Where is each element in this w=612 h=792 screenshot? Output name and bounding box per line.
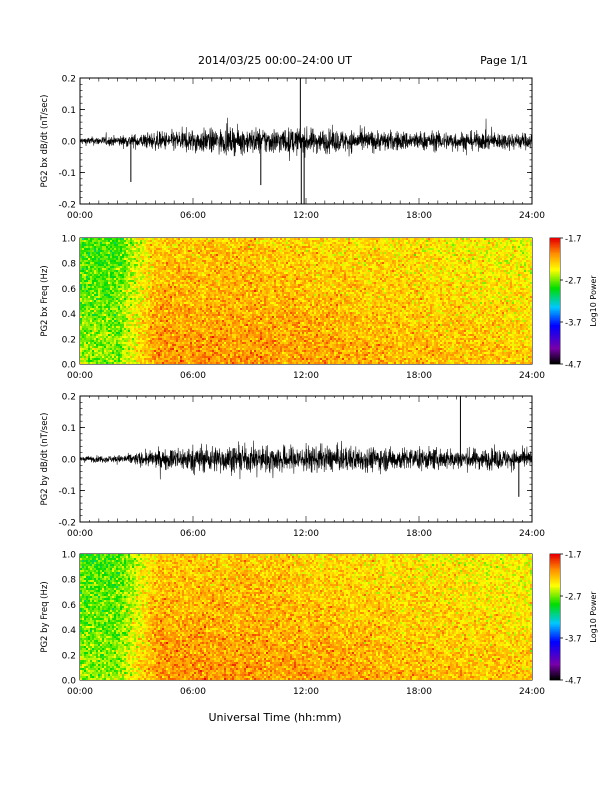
y-tick-label: 0.2: [62, 335, 76, 345]
y-tick-label: 0.6: [62, 601, 77, 611]
y-tick-label: 0.6: [62, 285, 77, 295]
x-tick-label: 18:00: [406, 211, 432, 221]
x-tick-label: 18:00: [406, 371, 432, 381]
y-tick-label: 0.0: [62, 456, 77, 466]
y-tick-label: 0.1: [62, 106, 76, 116]
x-tick-label: 00:00: [67, 371, 93, 381]
colorbar-tick-label: -2.7: [565, 593, 582, 603]
y-tick-label: 0.4: [62, 626, 77, 636]
colorbar: [550, 554, 560, 680]
page-indicator: Page 1/1: [480, 54, 528, 67]
y-tick-label: 0.0: [62, 138, 77, 148]
y-tick-label: 1.0: [62, 235, 77, 245]
y-tick-label: -0.2: [58, 519, 76, 529]
x-tick-label: 18:00: [406, 529, 432, 539]
colorbar-tick-label: -3.7: [565, 635, 582, 645]
y-axis-label: PG2 by dB/dt (nT/sec): [40, 413, 50, 506]
colorbar-tick-label: -1.7: [565, 551, 582, 561]
colorbar-label: Log10 Power: [589, 591, 598, 643]
colorbar: [550, 238, 560, 364]
x-tick-label: 00:00: [67, 529, 93, 539]
x-tick-label: 06:00: [180, 371, 206, 381]
y-tick-label: 0.2: [62, 393, 76, 403]
y-tick-label: 1.0: [62, 551, 77, 561]
x-axis-label: Universal Time (hh:mm): [209, 711, 342, 724]
y-tick-label: 0.8: [62, 576, 77, 586]
x-tick-label: 24:00: [519, 687, 545, 697]
y-axis-label: PG2 by Freq (Hz): [40, 581, 50, 652]
x-tick-label: 24:00: [519, 529, 545, 539]
colorbar-tick-label: -3.7: [565, 319, 582, 329]
x-tick-label: 06:00: [180, 687, 206, 697]
series-line: [79, 117, 533, 161]
y-tick-label: 0.0: [62, 677, 77, 687]
x-tick-label: 18:00: [406, 687, 432, 697]
colorbar-tick-label: -4.7: [565, 677, 582, 687]
colorbar-label: Log10 Power: [589, 275, 598, 327]
y-tick-label: -0.1: [58, 487, 76, 497]
spectrogram-image: [80, 238, 532, 364]
y-axis-label: PG2 bx dB/dt (nT/sec): [40, 95, 50, 188]
x-tick-label: 24:00: [519, 211, 545, 221]
x-tick-label: 12:00: [293, 371, 319, 381]
y-tick-label: 0.4: [62, 310, 77, 320]
x-tick-label: 24:00: [519, 371, 545, 381]
y-tick-label: 0.8: [62, 260, 77, 270]
x-tick-label: 12:00: [293, 687, 319, 697]
colorbar-tick-label: -1.7: [565, 235, 582, 245]
x-tick-label: 00:00: [67, 211, 93, 221]
plot-frame: [79, 77, 533, 205]
x-tick-label: 06:00: [180, 211, 206, 221]
plot-title: 2014/03/25 00:00–24:00 UT: [198, 54, 352, 67]
y-axis-label: PG2 bx Freq (Hz): [40, 265, 50, 336]
y-tick-label: -0.1: [58, 169, 76, 179]
plot-frame: [79, 395, 533, 523]
y-tick-label: 0.2: [62, 651, 76, 661]
colorbar-tick-label: -2.7: [565, 277, 582, 287]
y-tick-label: 0.2: [62, 75, 76, 85]
y-tick-label: -0.2: [58, 201, 76, 211]
x-tick-label: 12:00: [293, 529, 319, 539]
y-tick-label: 0.1: [62, 424, 76, 434]
y-tick-label: 0.0: [62, 361, 77, 371]
x-tick-label: 00:00: [67, 687, 93, 697]
series-line: [79, 440, 533, 480]
x-tick-label: 12:00: [293, 211, 319, 221]
x-tick-label: 06:00: [180, 529, 206, 539]
colorbar-tick-label: -4.7: [565, 361, 582, 371]
spectrogram-image: [80, 554, 532, 680]
